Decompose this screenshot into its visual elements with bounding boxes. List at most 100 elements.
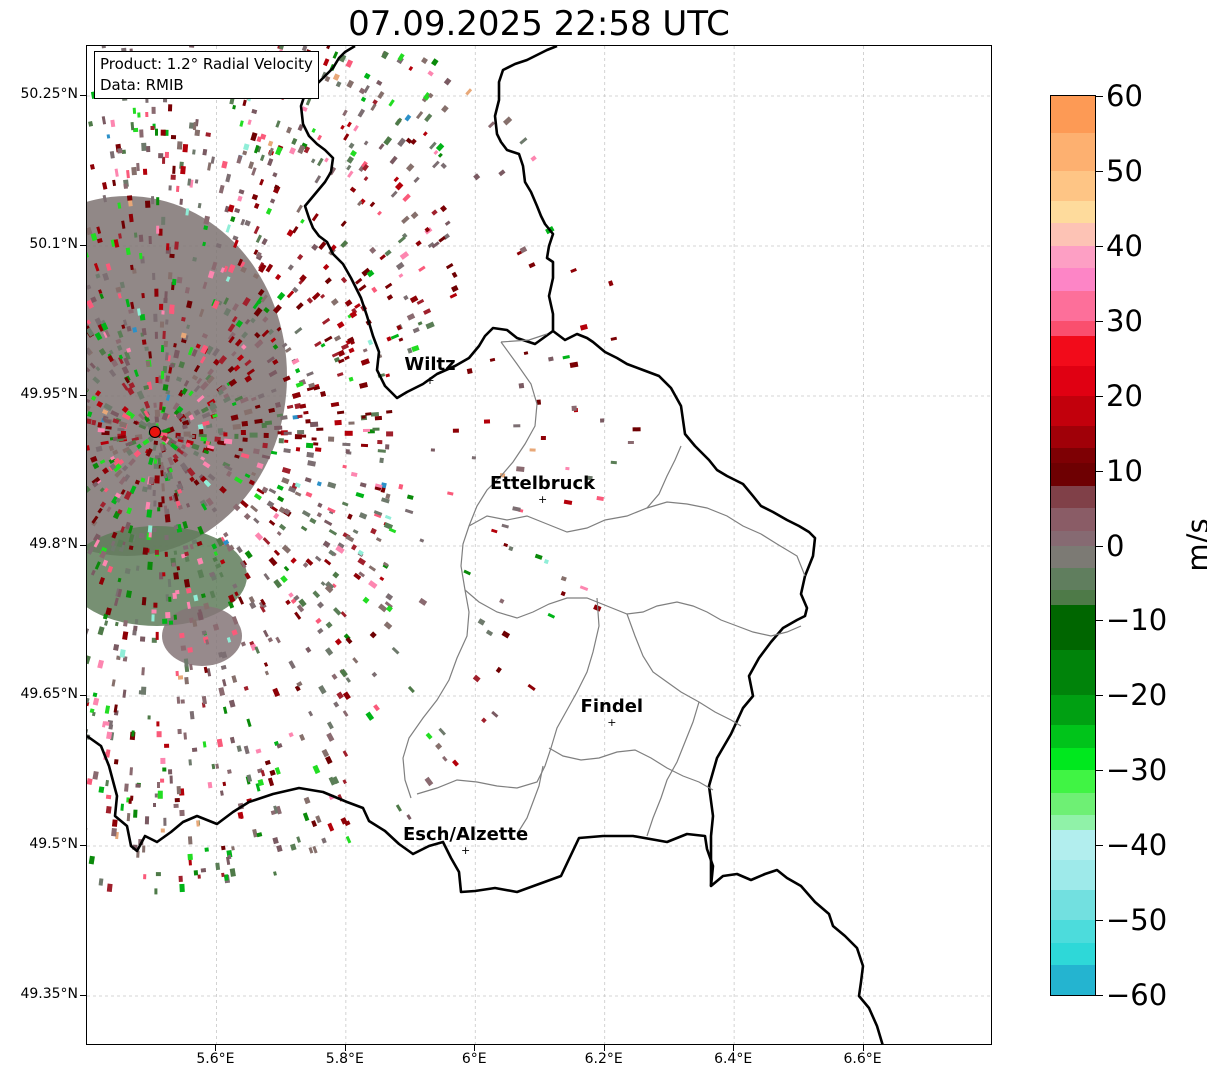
echo-gate — [248, 479, 256, 486]
echo-gate — [154, 331, 158, 339]
echo-gate — [286, 290, 295, 299]
echo-gate — [191, 374, 199, 381]
echo-gate — [231, 350, 237, 357]
echo-gate — [176, 141, 183, 150]
echo-gate — [378, 603, 388, 613]
echo-gate — [322, 263, 330, 271]
echo-gate — [246, 774, 253, 783]
echo-gate — [119, 649, 126, 658]
echo-gate — [260, 598, 266, 606]
echo-gate — [258, 263, 267, 273]
echo-gate — [131, 166, 137, 176]
echo-gate — [176, 786, 182, 795]
echo-gate — [328, 549, 336, 557]
echo-gate — [87, 366, 91, 373]
echo-gate — [278, 438, 284, 444]
echo-gate — [117, 330, 124, 339]
echo-gate — [231, 401, 237, 407]
echo-gate — [170, 442, 179, 451]
echo-gate — [194, 179, 199, 184]
echo-gate — [215, 563, 222, 569]
echo-gate — [530, 155, 537, 162]
echo-gate — [243, 512, 251, 521]
echo-gate — [348, 421, 355, 425]
echo-gate — [102, 182, 108, 190]
echo-gate — [193, 364, 201, 373]
echo-gate — [295, 302, 304, 310]
echo-gate — [342, 464, 347, 469]
echo-gate — [407, 347, 413, 354]
echo-gate — [154, 288, 159, 297]
echo-gate — [242, 150, 248, 156]
echo-gate — [232, 303, 239, 312]
echo-gate — [126, 169, 130, 179]
echo-gate — [164, 508, 170, 516]
echo-gate — [516, 466, 525, 473]
echo-gate — [87, 655, 91, 665]
echo-gate — [350, 471, 358, 477]
echo-gate — [182, 544, 189, 551]
echo-gate — [178, 361, 186, 369]
echo-gate — [246, 718, 252, 728]
echo-gate — [278, 506, 286, 514]
echo-gate — [213, 551, 219, 557]
echo-gate — [98, 289, 103, 295]
echo-gate — [133, 369, 139, 377]
echo-gate — [202, 148, 208, 156]
echo-gate — [129, 767, 133, 776]
echo-gate — [124, 783, 129, 792]
echo-gate — [312, 845, 318, 854]
echo-gate — [372, 427, 380, 431]
echo-gate — [326, 721, 334, 730]
echo-gate — [105, 806, 112, 814]
lon-tick — [215, 1045, 217, 1051]
echo-gate — [228, 594, 236, 603]
echo-gate — [160, 465, 165, 471]
echo-gate — [310, 158, 316, 164]
echo-gate — [410, 211, 419, 220]
echo-gate — [89, 362, 96, 369]
echo-gate — [437, 152, 443, 158]
echo-gate — [215, 243, 222, 249]
echo-gate — [225, 173, 232, 183]
map-canvas: +Wiltz+Ettelbruck+Findel+Esch/Alzette — [87, 46, 991, 1044]
echo-gate — [102, 194, 107, 203]
echo-gate — [121, 412, 131, 421]
echo-gate — [125, 247, 131, 256]
echo-gate — [259, 133, 267, 140]
echo-gate — [312, 590, 321, 599]
echo-gate — [560, 590, 566, 597]
echo-gate — [288, 592, 294, 598]
echo-gate — [359, 382, 368, 389]
echo-gate — [336, 321, 345, 329]
echo-gate — [197, 611, 204, 621]
echo-gate — [133, 449, 142, 458]
echo-gate — [159, 572, 164, 580]
lon-tick-label: 5.6°E — [196, 1051, 235, 1067]
echo-gate — [336, 372, 344, 377]
echo-gate — [306, 451, 315, 458]
echo-gate — [336, 691, 344, 700]
echo-gate — [110, 544, 117, 552]
echo-gate — [342, 442, 351, 447]
echo-gate — [405, 137, 413, 144]
echo-gate — [87, 347, 92, 355]
echo-gate — [297, 124, 304, 132]
echo-gate — [161, 427, 171, 435]
echo-gate — [274, 425, 283, 431]
radar-map[interactable]: + Wiltz + Ettelbruck + Findel + Esch/Alzette — [86, 45, 992, 1045]
echo-gate — [548, 356, 554, 362]
echo-gate — [268, 407, 276, 413]
echo-gate — [277, 495, 285, 503]
echo-gate — [435, 142, 445, 152]
echo-gate — [203, 225, 209, 231]
echo-gate — [180, 165, 186, 175]
echo-gate — [87, 418, 92, 425]
echo-gate — [308, 846, 314, 854]
echo-core — [87, 526, 247, 626]
echo-gate — [240, 218, 246, 226]
echo-gate — [226, 637, 232, 643]
echo-gate — [116, 655, 121, 661]
echo-gate — [212, 299, 220, 310]
echo-gate — [143, 415, 151, 423]
